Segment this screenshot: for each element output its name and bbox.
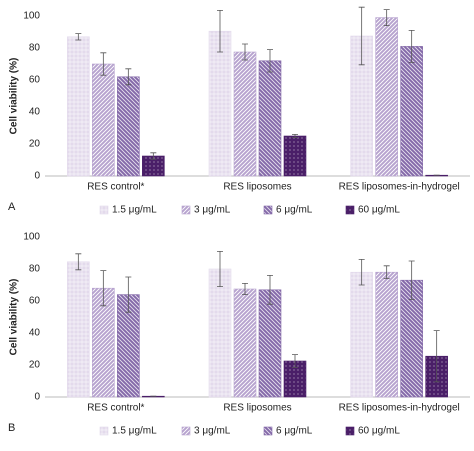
legend-label: 60 μg/mL	[358, 205, 400, 216]
error-bar	[217, 10, 223, 53]
legend-swatch	[263, 205, 273, 215]
y-tick-label: 40	[29, 107, 41, 118]
error-bar	[125, 276, 132, 313]
error-bar	[358, 259, 365, 286]
legend-label: 1.5 μg/mL	[112, 205, 157, 216]
y-tick-label: 100	[23, 232, 40, 243]
bar	[375, 271, 398, 398]
legend-label: 3 μg/mL	[194, 205, 231, 216]
y-tick-label: 60	[29, 296, 41, 307]
error-bar	[242, 283, 248, 295]
y-axis-label: Cell viability (%)	[9, 279, 20, 356]
error-bar	[267, 275, 273, 305]
legend-label: 6 μg/mL	[276, 205, 313, 216]
error-bar	[150, 152, 157, 160]
error-bar	[267, 49, 273, 73]
bar	[92, 63, 115, 177]
x-tick-label: RES control*	[87, 403, 144, 414]
error-bar	[383, 265, 390, 279]
y-tick-label: 0	[34, 392, 40, 403]
bar	[258, 289, 282, 398]
error-bar	[408, 30, 415, 63]
x-tick-label: RES liposomes	[223, 403, 291, 414]
error-bar	[75, 33, 82, 41]
legend-label: 60 μg/mL	[358, 426, 400, 437]
error-bar	[100, 270, 107, 307]
legend-swatch	[181, 426, 191, 436]
y-tick-label: 0	[34, 171, 40, 182]
legend-swatch	[181, 205, 191, 215]
error-bar	[100, 52, 107, 76]
error-bar	[383, 9, 390, 26]
legend-swatch	[345, 426, 355, 436]
error-bar	[292, 354, 298, 368]
y-tick-label: 100	[23, 11, 40, 22]
y-tick-label: 80	[29, 43, 41, 54]
legend-swatch	[99, 426, 109, 436]
y-axis-label: Cell viability (%)	[9, 58, 20, 135]
bar	[117, 76, 140, 177]
error-bar	[292, 134, 298, 138]
error-bar	[217, 251, 223, 287]
x-tick-label: RES liposomes-in-hydrogel	[339, 182, 460, 193]
bar	[350, 271, 373, 398]
bar	[208, 268, 232, 398]
bar	[258, 60, 282, 177]
legend-label: 1.5 μg/mL	[112, 426, 157, 437]
bar	[233, 51, 257, 177]
y-tick-label: 60	[29, 75, 41, 86]
panel-label: B	[8, 422, 15, 434]
y-tick-label: 20	[29, 360, 41, 371]
error-bar	[242, 43, 248, 61]
x-tick-label: RES liposomes-in-hydrogel	[339, 403, 460, 414]
error-bar	[433, 330, 440, 383]
y-tick-label: 20	[29, 139, 41, 150]
error-bar	[75, 253, 82, 271]
x-tick-label: RES liposomes	[223, 182, 291, 193]
x-tick-label: RES control*	[87, 182, 144, 193]
bar	[67, 261, 90, 398]
error-bar	[408, 260, 415, 300]
legend-swatch	[99, 205, 109, 215]
bar	[208, 30, 232, 177]
legend-label: 6 μg/mL	[276, 426, 313, 437]
error-bar	[125, 68, 132, 86]
legend-swatch	[345, 205, 355, 215]
bar	[283, 135, 307, 177]
panel-label: A	[8, 201, 16, 213]
error-bar	[358, 6, 365, 66]
legend-label: 3 μg/mL	[194, 426, 231, 437]
y-tick-label: 80	[29, 264, 41, 275]
bar	[67, 36, 90, 177]
bar	[400, 46, 423, 177]
bar	[375, 17, 398, 177]
bar	[233, 288, 257, 398]
legend-swatch	[263, 426, 273, 436]
y-tick-label: 40	[29, 328, 41, 339]
